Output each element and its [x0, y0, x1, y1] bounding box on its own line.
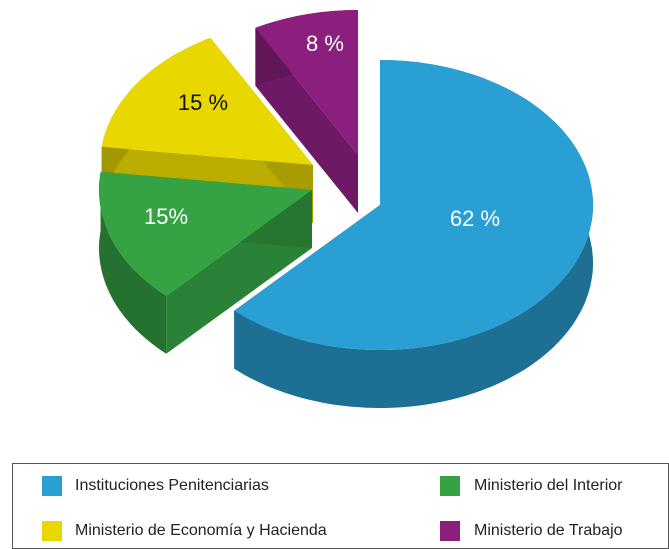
data-label: 8 %	[306, 31, 344, 56]
slice	[99, 171, 312, 296]
slice-wall	[234, 60, 593, 408]
legend-label: Ministerio de Economía y Hacienda	[75, 522, 327, 539]
slice	[101, 37, 313, 165]
data-label: 15%	[144, 204, 188, 229]
legend-label: Ministerio del Interior	[474, 477, 623, 494]
data-label: 62 %	[450, 206, 500, 231]
slice	[234, 60, 593, 350]
slice-wall	[99, 171, 167, 354]
legend-swatch	[440, 521, 460, 541]
legend-label: Ministerio de Trabajo	[474, 522, 623, 539]
legend-swatch	[440, 476, 460, 496]
legend-label: Instituciones Penitenciarias	[75, 477, 269, 494]
slice	[255, 10, 358, 155]
data-label: 15 %	[178, 90, 228, 115]
legend-swatch	[42, 521, 62, 541]
legend-box	[12, 463, 669, 549]
legend-swatch	[42, 476, 62, 496]
